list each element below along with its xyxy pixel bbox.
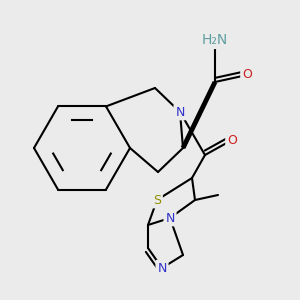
Text: N: N bbox=[175, 106, 185, 118]
Text: S: S bbox=[153, 194, 161, 206]
Text: H₂N: H₂N bbox=[202, 33, 228, 47]
Text: N: N bbox=[157, 262, 167, 275]
Text: O: O bbox=[242, 68, 252, 82]
Text: N: N bbox=[165, 212, 175, 224]
Text: O: O bbox=[227, 134, 237, 146]
